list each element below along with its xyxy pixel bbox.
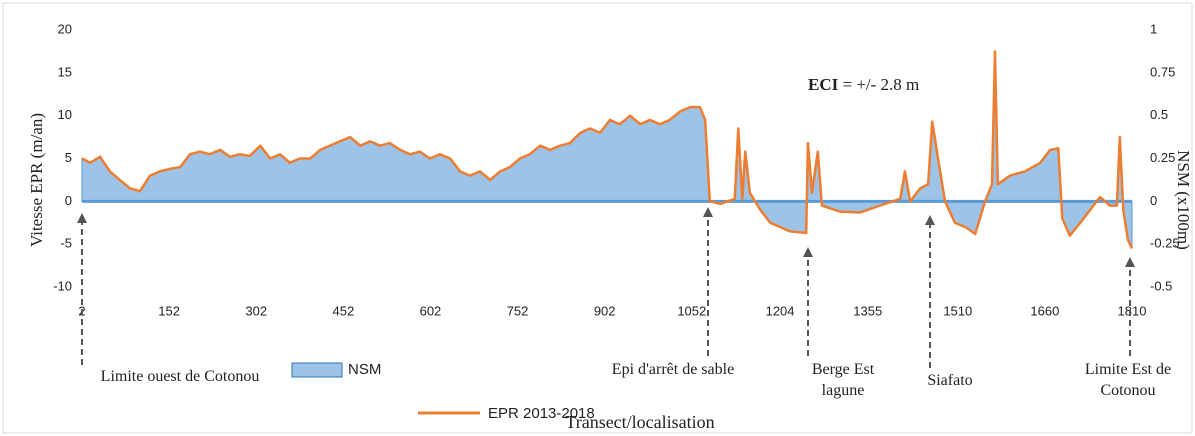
y2-tick-label: 0 xyxy=(1150,193,1157,208)
legend-label: EPR 2013-2018 xyxy=(488,405,595,422)
y-tick-label: -10 xyxy=(53,278,72,293)
location-line: Cotonou xyxy=(1100,382,1155,399)
x-axis-label: Transect/localisation xyxy=(565,412,714,432)
x-tick-label: 902 xyxy=(594,303,616,318)
x-tick-label: 1355 xyxy=(853,303,882,318)
x-tick-label: 752 xyxy=(507,303,529,318)
x-tick-label: 1052 xyxy=(677,303,706,318)
epr-line xyxy=(81,50,1134,249)
y2-axis-label: NSM (x100m) xyxy=(1174,150,1193,250)
legend-label: NSM xyxy=(348,361,381,378)
y-tick-label: 5 xyxy=(65,150,72,165)
x-tick-label: 1510 xyxy=(943,303,972,318)
y2-tick-label: 1 xyxy=(1150,21,1157,36)
x-tick-label: 1810 xyxy=(1118,303,1147,318)
x-tick-label: 602 xyxy=(420,303,442,318)
x-tick-label: 1660 xyxy=(1030,303,1059,318)
y2-tick-label: -0.5 xyxy=(1150,278,1172,293)
annotation: ECI = +/- 2.8 m xyxy=(808,75,919,94)
y-tick-label: -5 xyxy=(60,236,72,251)
x-tick-label: 302 xyxy=(245,303,267,318)
y2-tick-label: 0.25 xyxy=(1150,150,1175,165)
location-label: Berge Est lagune xyxy=(812,361,875,399)
y2-tick-label: 0.5 xyxy=(1150,107,1168,122)
annotation-text: = +/- 2.8 m xyxy=(838,75,919,94)
location-label: Limite Est de Cotonou xyxy=(1085,361,1171,399)
x-tick-label: 1204 xyxy=(766,303,795,318)
y2-tick-label: -0.25 xyxy=(1150,236,1180,251)
y-tick-label: 20 xyxy=(58,21,72,36)
location-line: Siafato xyxy=(927,372,972,389)
legend-swatch xyxy=(291,362,343,378)
x-tick-label: 452 xyxy=(332,303,354,318)
location-line: lagune xyxy=(822,382,865,399)
annotation-bold: ECI xyxy=(808,75,839,94)
location-line: Epi d'arrêt de sable xyxy=(612,361,734,378)
x-tick-label: 152 xyxy=(158,303,180,318)
location-line: Berge Est xyxy=(812,361,875,378)
y2-tick-label: 0.75 xyxy=(1150,64,1175,79)
y-tick-label: 10 xyxy=(58,107,72,122)
y-axis-label: Vitesse EPR (m/an) xyxy=(27,113,46,247)
y-tick-label: 15 xyxy=(58,64,72,79)
y-tick-label: 0 xyxy=(65,193,72,208)
location-label: Siafato xyxy=(927,372,972,389)
location-line: Limite Est de xyxy=(1085,361,1171,378)
location-label: Limite ouest de Cotonou xyxy=(101,368,260,385)
location-label: Epi d'arrêt de sable xyxy=(612,361,734,378)
location-line: Limite ouest de Cotonou xyxy=(101,368,260,385)
